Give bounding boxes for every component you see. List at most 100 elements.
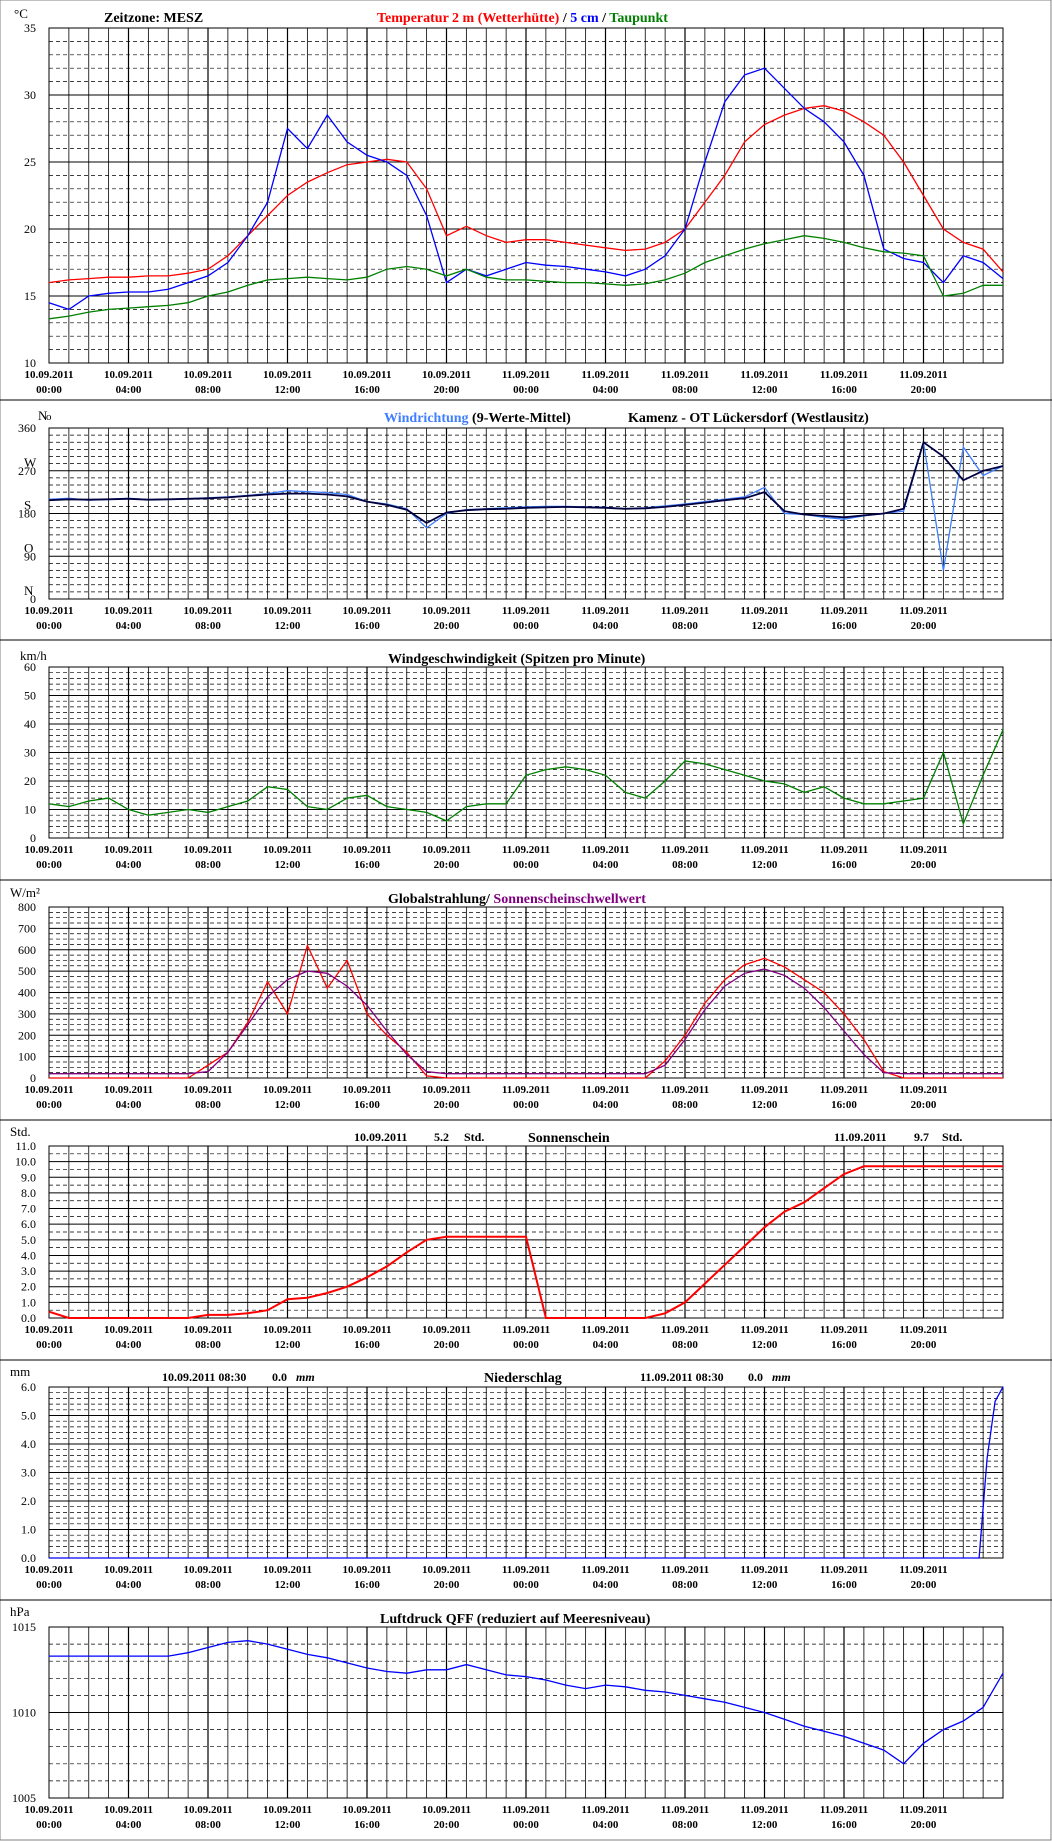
x-tick-time: 16:00	[354, 859, 380, 871]
x-tick-time: 20:00	[911, 1099, 937, 1111]
sunshine-unit: Std.	[10, 1124, 31, 1139]
x-tick-date: 11.09.2011	[899, 1324, 947, 1336]
x-tick-date: 11.09.2011	[740, 605, 788, 617]
x-tick-time: 20:00	[434, 1819, 460, 1831]
y-tick-label: 700	[18, 921, 36, 935]
temperature-yticks: 35 30 25 20 15 10	[24, 21, 36, 370]
series-line	[49, 943, 1003, 1079]
x-tick-date: 11.09.2011	[820, 1564, 868, 1576]
y-tick-label: 0.0	[21, 1311, 36, 1325]
x-tick-time: 08:00	[672, 1819, 698, 1831]
sunshine-yticks: 11.0 10.09.0 8.0 7.06.0 5.04.0 3.0 2.01.0 0.0	[15, 1139, 36, 1325]
x-tick-time: 12:00	[275, 1099, 301, 1111]
x-tick-date: 10.09.2011	[104, 844, 153, 856]
x-tick-date: 11.09.2011	[502, 844, 550, 856]
x-tick-time: 16:00	[354, 1819, 380, 1831]
x-tick-time: 08:00	[195, 1819, 221, 1831]
x-tick-date: 11.09.2011	[820, 369, 868, 381]
series-line	[48, 235, 1003, 320]
x-tick-date: 10.09.2011	[25, 1084, 74, 1096]
title-red-part: Temperatur 2 m (Wetterhütte)	[377, 11, 560, 26]
y-tick-label: 5.0	[21, 1409, 36, 1423]
x-tick-date: 10.09.2011	[25, 369, 74, 381]
x-tick-date: 10.09.2011	[104, 369, 153, 381]
y-tick-label: 11.0	[15, 1139, 36, 1153]
x-tick-time: 12:00	[752, 1339, 778, 1351]
temperature-xticks: 10.09.2011 00:00 10.09.2011 04:00 10.09.2011…	[25, 369, 948, 396]
wind-speed-grid	[48, 666, 1004, 839]
precipitation-yticks: 6.0 5.0 4.0 3.0 2.0 1.0 0.0	[21, 1380, 36, 1565]
x-tick-date: 11.09.2011	[899, 605, 947, 617]
y-tick-label: 500	[18, 964, 36, 978]
x-tick-time: 20:00	[434, 1339, 460, 1351]
x-tick-date: 11.09.2011	[661, 844, 709, 856]
x-tick-time: 00:00	[36, 1579, 62, 1591]
x-tick-date: 10.09.2011	[343, 1804, 392, 1816]
x-tick-time: 00:00	[36, 1099, 62, 1111]
x-tick-date: 11.09.2011	[661, 369, 709, 381]
precipitation-title: Niederschlag	[484, 1371, 562, 1386]
x-tick-time: 08:00	[195, 384, 221, 396]
x-tick-time: 16:00	[354, 620, 380, 632]
x-tick-date: 10.09.2011	[104, 1084, 153, 1096]
wind-speed-xticks: 10.09.2011 00:00 10.09.2011 04:00 10.09.2011…	[25, 844, 948, 871]
pressure-yticks: 1015 1010 1005	[12, 1620, 36, 1805]
x-tick-date: 10.09.2011	[263, 1324, 312, 1336]
x-tick-date: 11.09.2011	[581, 369, 629, 381]
x-tick-date: 10.09.2011	[104, 1804, 153, 1816]
x-tick-time: 16:00	[831, 1339, 857, 1351]
title-sep: /	[559, 11, 570, 26]
wind-direction-grid	[48, 427, 1004, 600]
y-tick-label: 20	[24, 222, 36, 236]
compass-label: N	[24, 583, 34, 598]
radiation-series	[49, 943, 1003, 1079]
x-tick-time: 04:00	[116, 1339, 142, 1351]
wind-direction-series	[48, 440, 1004, 571]
sunshine-day1-value: 5.2	[434, 1130, 449, 1144]
x-tick-date: 11.09.2011	[820, 1804, 868, 1816]
series-line	[48, 67, 1004, 311]
y-tick-label: 0.0	[21, 1551, 36, 1565]
y-tick-label: 270	[18, 464, 36, 478]
wind-direction-unit: N	[38, 408, 48, 423]
x-tick-date: 10.09.2011	[184, 605, 233, 617]
y-tick-label: 15	[24, 289, 36, 303]
precipitation-series	[49, 1386, 1004, 1559]
sunshine-day1-unit: Std.	[464, 1130, 484, 1144]
radiation-xticks: 10.09.2011 00:00 10.09.2011 04:00 10.09.2011…	[25, 1084, 948, 1111]
y-tick-label: 50	[24, 689, 36, 703]
wind-direction-compass: W S O No	[24, 411, 52, 598]
x-tick-time: 08:00	[672, 384, 698, 396]
x-tick-date: 11.09.2011	[740, 1564, 788, 1576]
x-tick-date: 10.09.2011	[184, 1324, 233, 1336]
precipitation-day1-unit: mm	[296, 1370, 315, 1384]
x-tick-date: 11.09.2011	[581, 1804, 629, 1816]
x-tick-date: 11.09.2011	[820, 605, 868, 617]
x-tick-date: 10.09.2011	[104, 1564, 153, 1576]
x-tick-date: 11.09.2011	[740, 1324, 788, 1336]
y-tick-label: 8.0	[21, 1186, 36, 1200]
title-green-part: Taupunkt	[609, 11, 668, 26]
y-tick-label: 2.0	[21, 1280, 36, 1294]
y-tick-label: 0	[30, 831, 36, 845]
x-tick-date: 10.09.2011	[263, 844, 312, 856]
x-tick-time: 20:00	[434, 1099, 460, 1111]
y-tick-label: 300	[18, 1007, 36, 1021]
x-tick-date: 11.09.2011	[899, 1084, 947, 1096]
x-tick-time: 12:00	[275, 384, 301, 396]
y-tick-label: 4.0	[21, 1437, 36, 1451]
x-tick-date: 10.09.2011	[263, 1564, 312, 1576]
x-tick-time: 16:00	[831, 620, 857, 632]
x-tick-date: 10.09.2011	[25, 1564, 74, 1576]
wind-speed-unit: km/h	[20, 648, 47, 663]
sunshine-series	[48, 1165, 1003, 1319]
x-tick-date: 10.09.2011	[422, 605, 471, 617]
series-line	[49, 1386, 1004, 1559]
x-tick-time: 00:00	[513, 384, 539, 396]
x-tick-date: 11.09.2011	[899, 844, 947, 856]
precipitation-day2-value: 0.0	[748, 1370, 763, 1384]
x-tick-date: 11.09.2011	[581, 844, 629, 856]
x-tick-time: 08:00	[195, 1339, 221, 1351]
y-tick-label: 1005	[12, 1791, 36, 1805]
